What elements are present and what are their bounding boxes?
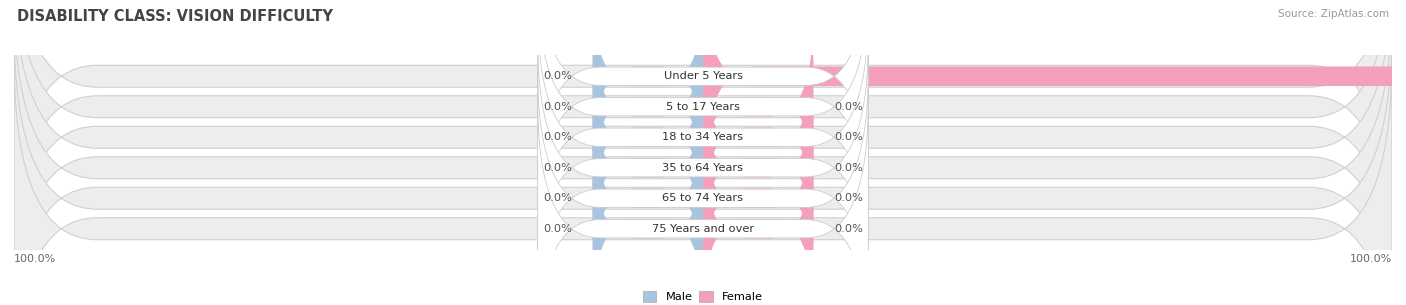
- Text: 0.0%: 0.0%: [543, 102, 572, 112]
- Text: 65 to 74 Years: 65 to 74 Years: [662, 193, 744, 203]
- FancyBboxPatch shape: [703, 80, 813, 256]
- FancyBboxPatch shape: [593, 141, 703, 305]
- Text: 100.0%: 100.0%: [14, 254, 56, 264]
- Text: Under 5 Years: Under 5 Years: [664, 71, 742, 81]
- Text: 0.0%: 0.0%: [834, 102, 863, 112]
- FancyBboxPatch shape: [703, 0, 1406, 188]
- FancyBboxPatch shape: [537, 40, 869, 296]
- FancyBboxPatch shape: [14, 0, 1392, 305]
- FancyBboxPatch shape: [537, 101, 869, 305]
- Text: 0.0%: 0.0%: [834, 224, 863, 234]
- Text: 100.0%: 100.0%: [1350, 254, 1392, 264]
- Text: 0.0%: 0.0%: [543, 224, 572, 234]
- Text: DISABILITY CLASS: VISION DIFFICULTY: DISABILITY CLASS: VISION DIFFICULTY: [17, 9, 333, 24]
- FancyBboxPatch shape: [593, 0, 703, 164]
- Text: 0.0%: 0.0%: [834, 132, 863, 142]
- Text: 0.0%: 0.0%: [543, 132, 572, 142]
- Legend: Male, Female: Male, Female: [638, 287, 768, 305]
- FancyBboxPatch shape: [703, 49, 813, 225]
- Text: 0.0%: 0.0%: [543, 163, 572, 173]
- FancyBboxPatch shape: [14, 57, 1392, 305]
- Text: 35 to 64 Years: 35 to 64 Years: [662, 163, 744, 173]
- FancyBboxPatch shape: [14, 0, 1392, 248]
- Text: 5 to 17 Years: 5 to 17 Years: [666, 102, 740, 112]
- Text: 0.0%: 0.0%: [834, 193, 863, 203]
- FancyBboxPatch shape: [593, 80, 703, 256]
- Text: 18 to 34 Years: 18 to 34 Years: [662, 132, 744, 142]
- Text: 0.0%: 0.0%: [543, 193, 572, 203]
- FancyBboxPatch shape: [537, 0, 869, 204]
- FancyBboxPatch shape: [703, 110, 813, 286]
- Text: 0.0%: 0.0%: [834, 163, 863, 173]
- FancyBboxPatch shape: [537, 0, 869, 235]
- Text: 0.0%: 0.0%: [543, 71, 572, 81]
- FancyBboxPatch shape: [537, 70, 869, 305]
- FancyBboxPatch shape: [14, 26, 1392, 305]
- FancyBboxPatch shape: [593, 110, 703, 286]
- Text: 75 Years and over: 75 Years and over: [652, 224, 754, 234]
- Text: Source: ZipAtlas.com: Source: ZipAtlas.com: [1278, 9, 1389, 19]
- FancyBboxPatch shape: [593, 49, 703, 225]
- FancyBboxPatch shape: [703, 19, 813, 195]
- FancyBboxPatch shape: [14, 0, 1392, 305]
- FancyBboxPatch shape: [593, 19, 703, 195]
- FancyBboxPatch shape: [537, 9, 869, 265]
- FancyBboxPatch shape: [703, 141, 813, 305]
- FancyBboxPatch shape: [14, 0, 1392, 279]
